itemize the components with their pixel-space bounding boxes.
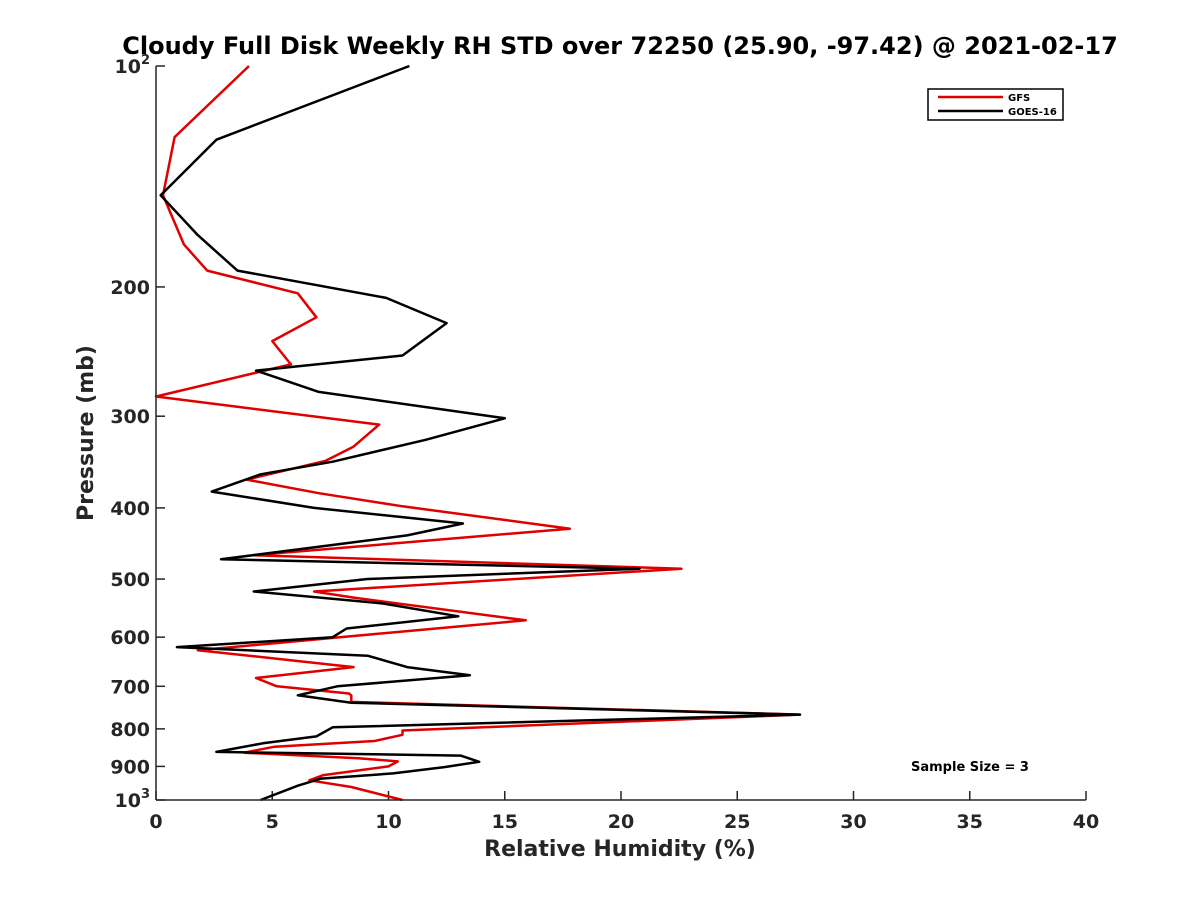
- x-tick-label: 30: [840, 811, 866, 833]
- x-axis-label: Relative Humidity (%): [484, 837, 756, 862]
- y-tick-label: 400: [110, 498, 150, 520]
- x-axis-ticks: 0 5 10 15 20 25 30 35 40: [149, 791, 1099, 833]
- y-tick-label: 900: [110, 756, 150, 778]
- y-tick-label: 600: [110, 627, 150, 649]
- series-line-goes-16: [159, 64, 802, 802]
- y-tick-label: 300: [110, 406, 150, 428]
- x-tick-label: 5: [266, 811, 279, 833]
- y-tick-label: 700: [110, 676, 150, 698]
- x-tick-label: 40: [1073, 811, 1099, 833]
- x-tick-label: 20: [608, 811, 634, 833]
- x-tick-label: 15: [492, 811, 518, 833]
- x-tick-label: 25: [724, 811, 750, 833]
- y-tick-label: 200: [110, 277, 150, 299]
- legend-label-gfs: GFS: [1008, 93, 1030, 104]
- legend-box: [927, 88, 1064, 121]
- x-tick-label: 10: [375, 811, 401, 833]
- y-axis-ticks: 102 200 300 400 500 600 700 800 900 103: [110, 53, 165, 812]
- legend: GFS GOES-16: [927, 88, 1064, 121]
- legend-label-goes16: GOES-16: [1008, 107, 1057, 118]
- chart-title: Cloudy Full Disk Weekly RH STD over 7225…: [122, 32, 1118, 60]
- y-tick-label: 103: [115, 787, 151, 812]
- y-axis-label: Pressure (mb): [74, 345, 99, 521]
- x-tick-label: 0: [149, 811, 162, 833]
- y-tick-label: 500: [110, 569, 150, 591]
- sample-size-annotation: Sample Size = 3: [911, 760, 1029, 775]
- y-tick-label: 800: [110, 719, 150, 741]
- x-tick-label: 35: [957, 811, 983, 833]
- series-lines: [154, 64, 802, 802]
- y-tick-label: 102: [115, 53, 151, 78]
